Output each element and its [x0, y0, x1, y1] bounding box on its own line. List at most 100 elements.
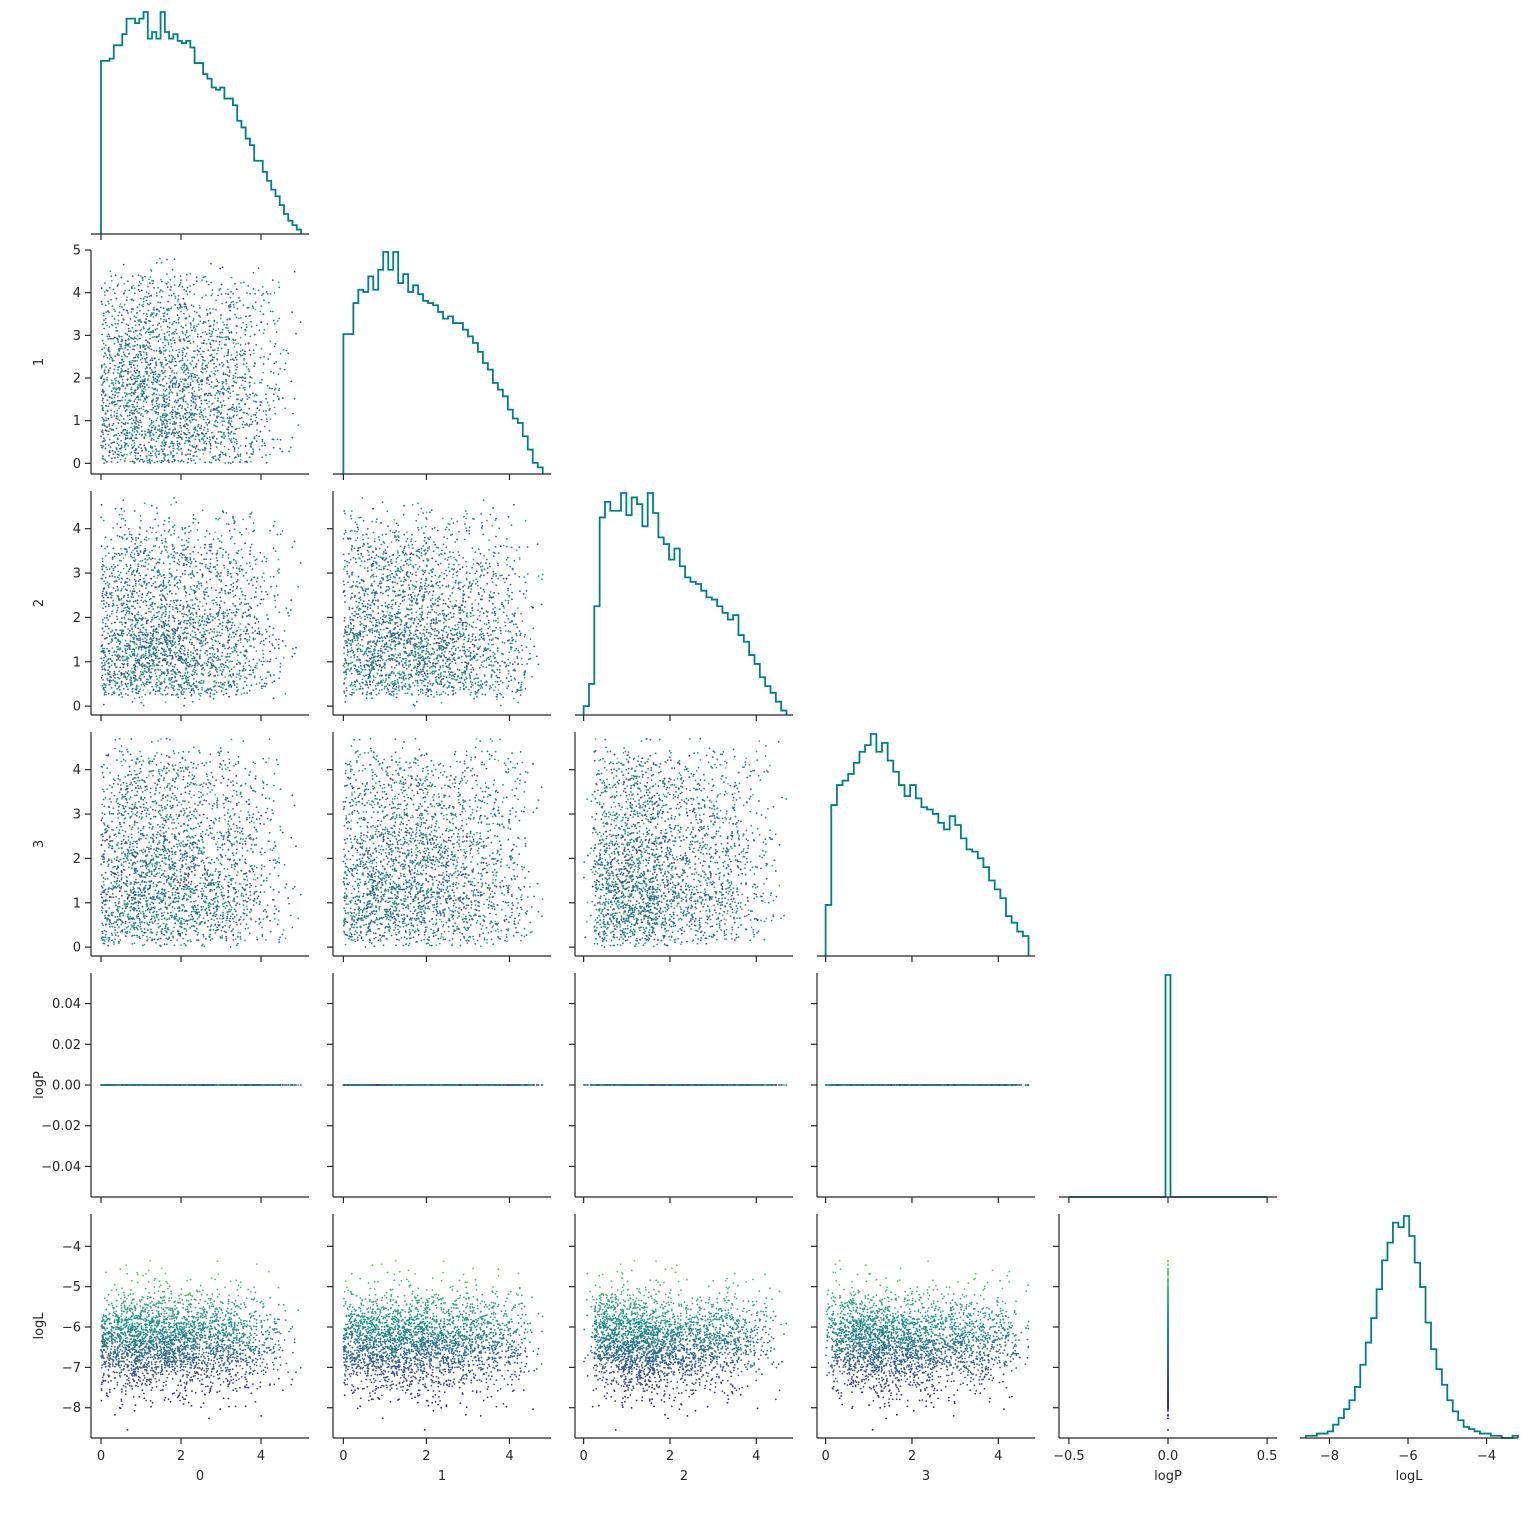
scatter-point	[221, 431, 223, 433]
scatter-point	[243, 427, 245, 429]
scatter-point	[205, 433, 207, 435]
scatter-point	[232, 358, 234, 360]
scatter-point	[159, 428, 161, 430]
scatter-point	[193, 306, 195, 308]
scatter-point	[173, 450, 175, 452]
scatter-point	[242, 322, 244, 324]
scatter-point	[267, 323, 269, 325]
scatter-point	[210, 282, 212, 284]
scatter-point	[140, 376, 142, 378]
scatter-point	[210, 312, 212, 314]
scatter-point	[261, 445, 263, 447]
scatter-point	[223, 669, 225, 671]
scatter-point	[258, 410, 260, 412]
scatter-point	[114, 401, 116, 403]
scatter-point	[138, 289, 140, 291]
scatter-point	[144, 685, 146, 687]
scatter-point	[131, 444, 133, 446]
scatter-point	[187, 407, 189, 409]
scatter-point	[105, 459, 107, 461]
scatter-point	[224, 437, 226, 439]
scatter-point	[199, 562, 201, 564]
scatter-point	[116, 651, 118, 653]
scatter-point	[206, 437, 208, 439]
scatter-point	[165, 359, 167, 361]
scatter-point	[172, 269, 174, 271]
scatter-point	[140, 444, 142, 446]
scatter-point	[130, 410, 132, 412]
scatter-point	[258, 435, 260, 437]
scatter-point	[249, 336, 251, 338]
scatter-point	[148, 375, 150, 377]
scatter-point	[167, 281, 169, 283]
scatter-point	[217, 359, 219, 361]
scatter-point	[297, 424, 299, 426]
scatter-point	[176, 452, 178, 454]
scatter-point	[263, 410, 265, 412]
scatter-point	[211, 371, 213, 373]
scatter-point	[275, 361, 277, 363]
scatter-point	[171, 414, 173, 416]
scatter-point	[211, 689, 213, 691]
scatter-point	[249, 394, 251, 396]
scatter-point	[170, 368, 172, 370]
scatter-point	[109, 385, 111, 387]
scatter-point	[185, 614, 187, 616]
scatter-point	[130, 567, 132, 569]
scatter-point	[207, 395, 209, 397]
scatter-point	[128, 383, 130, 385]
scatter-point	[176, 392, 178, 394]
scatter-point	[199, 427, 201, 429]
scatter-point	[164, 530, 166, 532]
scatter-point	[174, 284, 176, 286]
scatter-point	[177, 611, 179, 613]
scatter-point	[114, 355, 116, 357]
scatter-point	[119, 336, 121, 338]
scatter-point	[206, 371, 208, 373]
scatter-point	[143, 328, 145, 330]
scatter-point	[174, 524, 176, 526]
scatter-point	[237, 454, 239, 456]
scatter-point	[227, 350, 229, 352]
scatter-point	[181, 405, 183, 407]
scatter-point	[200, 400, 202, 402]
scatter-point	[224, 682, 226, 684]
scatter-point	[201, 617, 203, 619]
scatter-point	[214, 349, 216, 351]
scatter-point	[126, 334, 128, 336]
scatter-point	[179, 415, 181, 417]
scatter-point	[177, 408, 179, 410]
scatter-point	[221, 303, 223, 305]
scatter-point	[126, 604, 128, 606]
scatter-point	[107, 581, 109, 583]
scatter-point	[152, 407, 154, 409]
scatter-point	[247, 623, 249, 625]
scatter-point	[171, 686, 173, 688]
scatter-point	[247, 395, 249, 397]
scatter-point	[236, 355, 238, 357]
scatter-point	[146, 397, 148, 399]
scatter-point	[195, 448, 197, 450]
scatter-point	[213, 367, 215, 369]
scatter-point	[213, 414, 215, 416]
scatter-point	[101, 334, 103, 336]
scatter-point	[171, 407, 173, 409]
scatter-point	[179, 378, 181, 380]
scatter-point	[121, 605, 123, 607]
scatter-point	[172, 409, 174, 411]
scatter-point	[101, 384, 103, 386]
scatter-point	[259, 401, 261, 403]
scatter-point	[136, 380, 138, 382]
scatter-point	[123, 418, 125, 420]
scatter-point	[284, 408, 286, 410]
scatter-point	[176, 394, 178, 396]
scatter-point	[233, 360, 235, 362]
scatter-point	[168, 378, 170, 380]
scatter-point	[143, 683, 145, 685]
scatter-point	[169, 355, 171, 357]
scatter-point	[177, 300, 179, 302]
scatter-point	[114, 394, 116, 396]
scatter-point	[149, 327, 151, 329]
scatter-point	[139, 330, 141, 332]
scatter-point	[111, 461, 113, 463]
